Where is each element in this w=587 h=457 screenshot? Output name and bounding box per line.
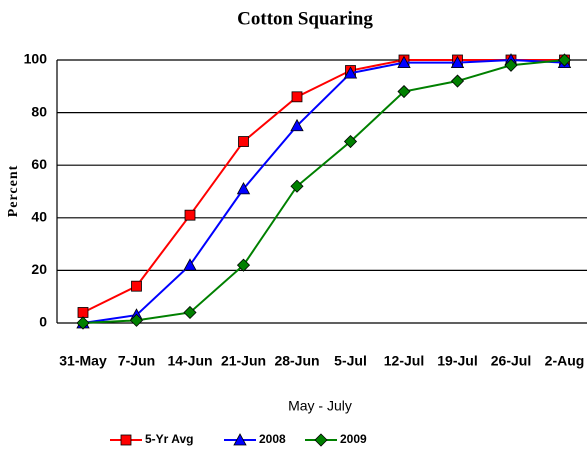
- y-tick-label: 100: [24, 51, 48, 67]
- marker: [238, 136, 249, 147]
- marker: [450, 55, 465, 69]
- marker: [397, 55, 411, 69]
- marker: [236, 182, 251, 195]
- marker: [291, 91, 303, 103]
- x-tick-label: 21-Jun: [221, 353, 266, 369]
- x-tick-label: 12-Jul: [384, 353, 424, 369]
- x-tick-label: 31-May: [59, 353, 107, 369]
- marker: [233, 433, 247, 446]
- marker: [76, 316, 90, 330]
- y-tick-label: 20: [31, 261, 47, 277]
- marker: [129, 313, 144, 327]
- series-line: [82, 58, 565, 324]
- legend-item: 5-Yr Avg: [110, 432, 193, 446]
- marker: [557, 53, 572, 67]
- x-tick-label: 7-Jun: [118, 353, 155, 369]
- x-axis-label: May - July: [288, 398, 352, 414]
- marker: [236, 258, 251, 272]
- x-tick-label: 5-Jul: [334, 353, 367, 369]
- x-tick-label: 14-Jun: [167, 353, 212, 369]
- marker: [343, 134, 358, 149]
- x-tick-label: 2-Aug: [545, 353, 585, 369]
- x-tick-label: 19-Jul: [437, 353, 477, 369]
- marker: [290, 179, 304, 193]
- x-tick-label: 26-Jul: [491, 353, 531, 369]
- marker: [183, 305, 197, 320]
- marker: [314, 433, 328, 447]
- y-tick-label: 60: [31, 156, 47, 172]
- marker: [184, 209, 196, 221]
- y-tick-label: 40: [31, 209, 47, 225]
- y-tick-label: 80: [31, 103, 47, 119]
- legend-label: 2008: [259, 432, 286, 446]
- marker: [183, 258, 197, 271]
- x-tick-label: 28-Jun: [274, 353, 319, 369]
- marker: [343, 66, 358, 79]
- marker: [77, 307, 89, 318]
- legend-label: 5-Yr Avg: [145, 432, 193, 446]
- legend-label: 2009: [340, 432, 367, 446]
- marker: [290, 118, 304, 132]
- chart-title: Cotton Squaring: [237, 8, 373, 29]
- legend-item: 2009: [305, 432, 367, 447]
- series-line: [82, 59, 565, 324]
- marker: [131, 280, 142, 292]
- legend-item: 2008: [224, 432, 286, 446]
- marker: [397, 84, 411, 99]
- marker: [450, 74, 465, 88]
- y-tick-label: 0: [39, 314, 47, 330]
- y-axis-label: Percent: [6, 165, 21, 218]
- marker: [504, 58, 518, 72]
- marker: [120, 434, 132, 446]
- series-line: [82, 59, 565, 314]
